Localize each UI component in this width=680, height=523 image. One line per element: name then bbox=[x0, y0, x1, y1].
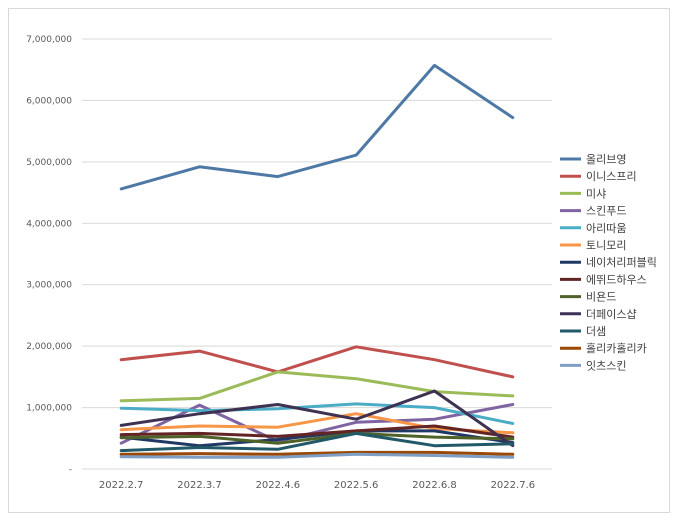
gridlines bbox=[82, 38, 552, 470]
legend-label: 더페이스샵 bbox=[586, 308, 637, 321]
y-tick-label: 2,000,000 bbox=[26, 342, 72, 352]
legend-item: 더샘 bbox=[560, 325, 606, 338]
legend-label: 스킨푸드 bbox=[586, 205, 626, 218]
legend-item: 에뛰드하우스 bbox=[560, 272, 647, 286]
legend-item: 올리브영 bbox=[560, 153, 626, 166]
x-tick-label: 2022.5.6 bbox=[334, 480, 379, 491]
series-line-8 bbox=[119, 424, 515, 439]
legend-label: 비욘드 bbox=[586, 291, 616, 304]
legend-label: 네이처리퍼블릭 bbox=[586, 256, 657, 269]
legend-label: 잇츠스킨 bbox=[586, 359, 626, 372]
legend-item: 아리따움 bbox=[560, 222, 626, 235]
series-line-2 bbox=[119, 345, 515, 379]
x-tick-label: 2022.3.7 bbox=[177, 480, 222, 491]
y-tick-label: 6,000,000 bbox=[26, 96, 72, 106]
series-line-9 bbox=[119, 431, 515, 445]
series-line-10 bbox=[119, 389, 515, 448]
series-line-5 bbox=[119, 402, 515, 425]
legend-label: 토니모리 bbox=[586, 239, 626, 252]
legend-item: 홀리카홀리카 bbox=[560, 342, 647, 355]
legend-label: 아리따움 bbox=[586, 222, 626, 235]
legend-item: 잇츠스킨 bbox=[560, 359, 626, 372]
x-tick-label: 2022.2.7 bbox=[99, 480, 144, 491]
series-line-13 bbox=[119, 452, 515, 459]
chart-frame bbox=[8, 8, 670, 513]
series-line-3 bbox=[119, 370, 515, 403]
y-axis-tick-labels: - 1,000,000 2,000,000 3,000,000 4,000,000 5,0… bbox=[26, 35, 72, 475]
legend-item: 미샤 bbox=[560, 187, 606, 200]
y-tick-label: 5,000,000 bbox=[26, 158, 72, 168]
legend-item: 네이처리퍼블릭 bbox=[560, 256, 657, 269]
legend: 올리브영이니스프리미샤스킨푸드아리따움토니모리네이처리퍼블릭에뛰드하우스비욘드더… bbox=[560, 153, 657, 372]
legend-label: 올리브영 bbox=[586, 153, 626, 166]
legend-label: 이니스프리 bbox=[586, 170, 637, 183]
legend-item: 토니모리 bbox=[560, 239, 626, 252]
x-axis-tick-labels: 2022.2.7 2022.3.7 2022.4.6 2022.5.6 2022.6.8… bbox=[99, 480, 535, 491]
legend-item: 이니스프리 bbox=[560, 170, 637, 183]
series-line-1 bbox=[119, 63, 515, 191]
legend-item: 스킨푸드 bbox=[560, 205, 626, 218]
legend-label: 홀리카홀리카 bbox=[586, 342, 647, 355]
legend-item: 더페이스샵 bbox=[560, 308, 637, 321]
legend-label: 에뛰드하우스 bbox=[586, 272, 647, 286]
series-line-12 bbox=[119, 450, 515, 456]
y-tick-label: 1,000,000 bbox=[26, 404, 72, 414]
series-lines bbox=[119, 63, 515, 459]
x-tick-label: 2022.6.8 bbox=[412, 480, 457, 491]
legend-item: 비욘드 bbox=[560, 291, 616, 304]
x-tick-label: 2022.4.6 bbox=[256, 480, 301, 491]
y-tick-label: - bbox=[69, 465, 72, 475]
y-tick-label: 7,000,000 bbox=[26, 35, 72, 45]
series-line-11 bbox=[119, 431, 515, 453]
y-tick-label: 3,000,000 bbox=[26, 281, 72, 291]
legend-label: 미샤 bbox=[586, 187, 606, 200]
x-tick-label: 2022.7.6 bbox=[491, 480, 536, 491]
legend-label: 더샘 bbox=[586, 325, 606, 338]
series-line-7 bbox=[119, 429, 515, 448]
y-tick-label: 4,000,000 bbox=[26, 219, 72, 229]
